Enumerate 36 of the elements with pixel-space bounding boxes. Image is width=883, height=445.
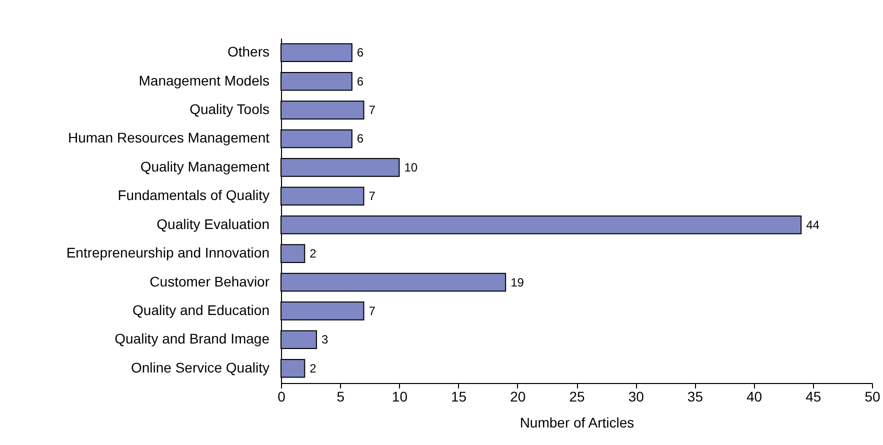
y-tick-label: Entrepreneurship and Innovation bbox=[66, 244, 270, 261]
data-label: 6 bbox=[356, 132, 364, 146]
x-tick-label: 5 bbox=[336, 388, 345, 404]
x-tick-label: 50 bbox=[864, 388, 880, 404]
x-tick-label: 40 bbox=[746, 388, 762, 404]
y-tick-label: Online Service Quality bbox=[130, 359, 270, 376]
x-tick-label: 15 bbox=[451, 388, 467, 404]
data-label: 3 bbox=[321, 332, 328, 347]
data-label: 19 bbox=[510, 275, 524, 290]
y-tick-label: Customer Behavior bbox=[150, 273, 270, 290]
y-tick-label: Human Resources Management bbox=[68, 130, 270, 146]
data-label: 7 bbox=[368, 189, 376, 204]
data-label: 6 bbox=[356, 74, 364, 88]
x-tick-label: 25 bbox=[569, 388, 585, 404]
x-tick-label: 30 bbox=[628, 388, 644, 404]
data-label: 7 bbox=[368, 304, 376, 318]
data-label: 6 bbox=[356, 46, 364, 60]
data-label: 2 bbox=[310, 361, 317, 376]
x-tick-label: 0 bbox=[278, 388, 286, 404]
x-tick-label: 35 bbox=[687, 388, 704, 404]
y-tick-label: Quality and Brand Image bbox=[114, 330, 270, 347]
data-label: 10 bbox=[404, 160, 418, 174]
data-label: 44 bbox=[806, 218, 820, 232]
y-tick-label: Fundamentals of Quality bbox=[118, 187, 270, 204]
x-tick-label: 20 bbox=[510, 388, 526, 404]
x-tick-label: 10 bbox=[392, 388, 408, 404]
y-tick-label: Quality and Education bbox=[132, 302, 270, 318]
x-axis-title: Number of Articles bbox=[520, 414, 634, 430]
data-label: 7 bbox=[368, 103, 376, 118]
y-tick-label: Quality Tools bbox=[190, 101, 270, 118]
data-label: 2 bbox=[310, 246, 317, 261]
y-tick-label: Quality Management bbox=[140, 158, 270, 174]
y-tick-label: Others bbox=[227, 44, 270, 60]
y-tick-label: Quality Evaluation bbox=[156, 216, 270, 232]
x-tick-label: 45 bbox=[806, 388, 822, 404]
y-tick-label: Management Models bbox=[138, 72, 270, 88]
